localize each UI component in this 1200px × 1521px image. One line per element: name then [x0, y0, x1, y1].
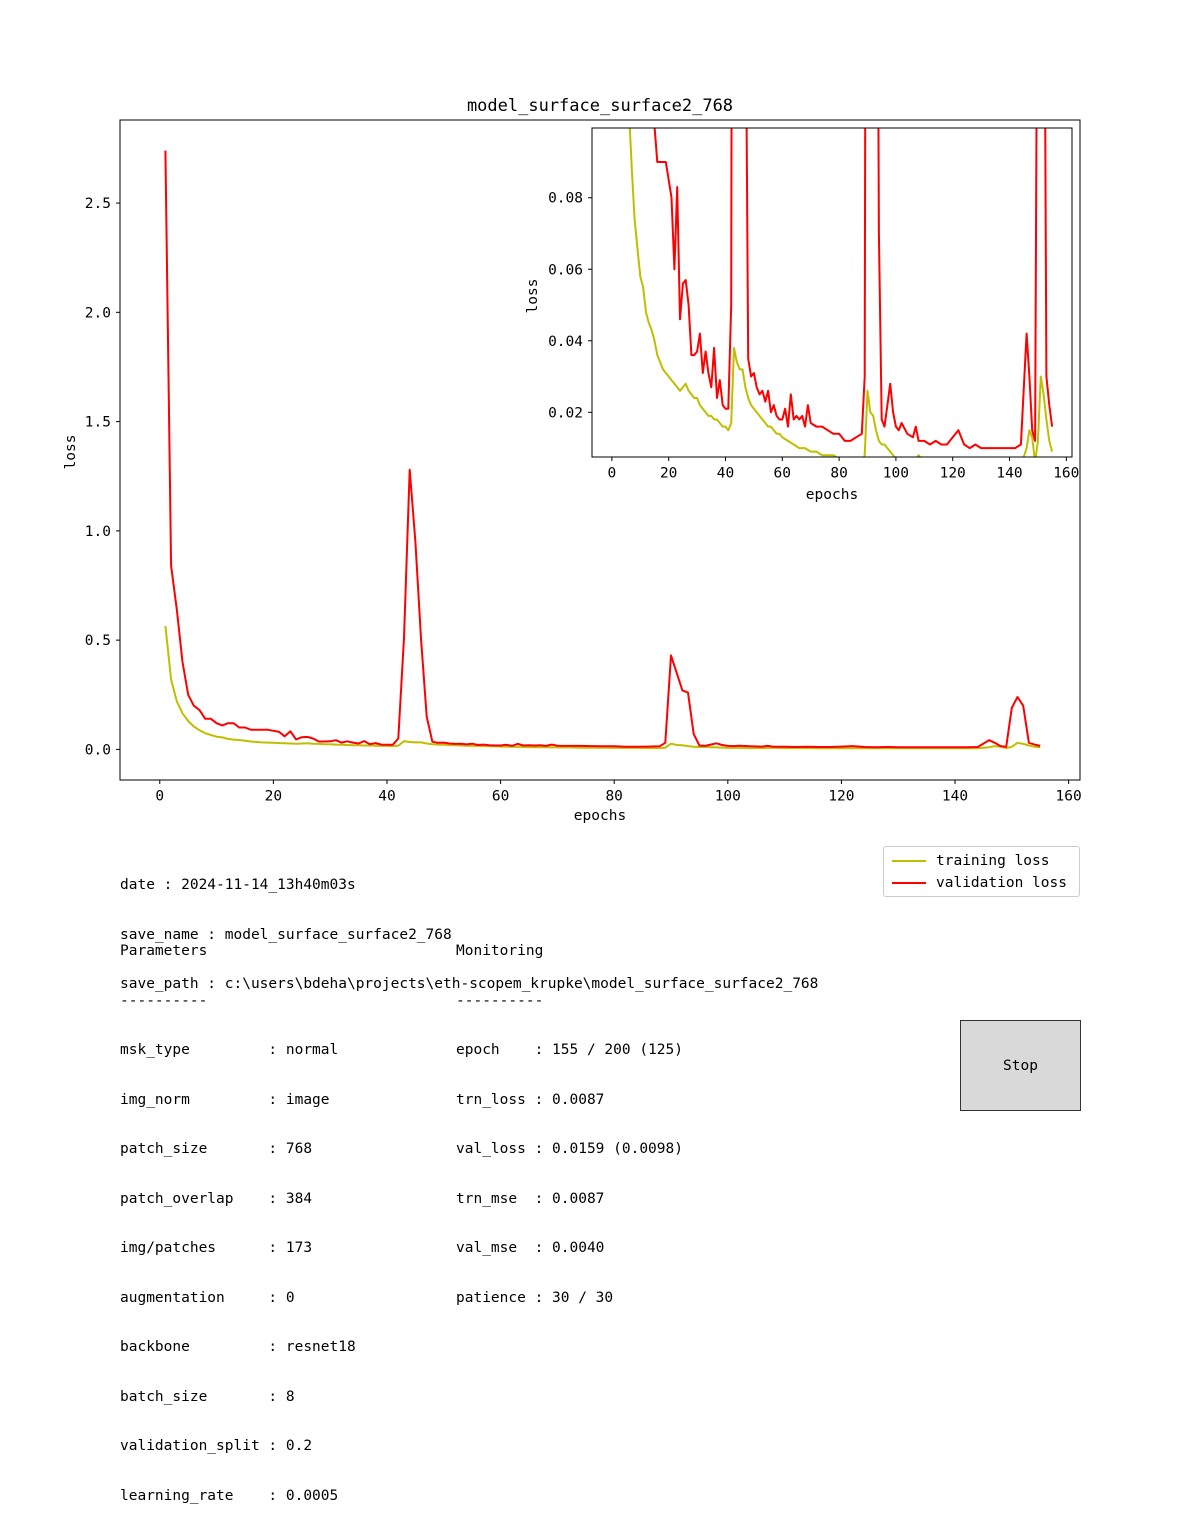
parameters-heading: Parameters [120, 943, 208, 959]
monitor-line: trn_mse : 0.0087 [456, 1190, 605, 1207]
main-y-tick-label: 0.0 [85, 742, 111, 758]
main-x-axis-label: epochs [574, 808, 626, 824]
main-x-tick-label: 100 [715, 789, 741, 805]
inset-y-axis-label: loss [525, 279, 541, 314]
monitoring-rule: ---------- [456, 992, 544, 1009]
inset-validation-loss-line [653, 128, 1054, 450]
inset-x-tick-label: 120 [940, 466, 966, 482]
inset-y-tick-label: 0.02 [548, 405, 583, 421]
main-x-tick-label: 160 [1056, 789, 1082, 805]
parameters-panel: Parameters ---------- msk_type : normal … [120, 910, 356, 1521]
main-y-tick-label: 2.0 [85, 305, 111, 321]
run-info: date : 2024-11-14_13h40m03s save_name : … [120, 844, 818, 1009]
inset-x-tick-label: 140 [996, 466, 1022, 482]
monitor-line: patience : 30 / 30 [456, 1289, 614, 1306]
inset-x-tick-label: 100 [883, 466, 909, 482]
loss-chart: model_surface_surface2_768 0 20 40 60 80 100 1… [63, 96, 1082, 824]
stop-button[interactable]: Stop [960, 1020, 1081, 1111]
monitor-line: epoch : 155 / 200 (125) [456, 1042, 683, 1058]
param-line: validation_split : 0.2 [120, 1438, 313, 1454]
inset-y-tick-label: 0.08 [548, 191, 583, 207]
inset-frame [591, 127, 1073, 458]
main-x-tick-label: 0 [155, 789, 164, 805]
inset-y-tick-label: 0.06 [548, 262, 583, 278]
param-line: augmentation : 0 [120, 1289, 295, 1306]
main-frame [119, 119, 1081, 781]
validation-line-swatch [892, 882, 926, 884]
inset-x-tick-label: 20 [660, 466, 677, 482]
legend-label-validation: validation loss [936, 875, 1067, 891]
main-x-tick-label: 140 [942, 789, 968, 805]
inset-x-tick-label: 80 [830, 466, 847, 482]
param-line: patch_size : 768 [120, 1141, 313, 1157]
monitoring-heading: Monitoring [456, 943, 544, 959]
main-y-tick-label: 2.5 [85, 196, 111, 212]
info-date: date : 2024-11-14_13h40m03s [120, 877, 356, 893]
main-x-tick-label: 40 [378, 789, 395, 805]
inset-y-tick-label: 0.04 [548, 334, 583, 350]
legend-item-training: training loss [892, 851, 1050, 871]
inset-x-tick-label: 0 [608, 466, 617, 482]
main-x-tick-label: 20 [265, 789, 282, 805]
chart-title: model_surface_surface2_768 [467, 96, 733, 116]
legend-item-validation: validation loss [892, 873, 1067, 893]
param-line: learning_rate : 0.0005 [120, 1487, 339, 1504]
param-line: img/patches : 173 [120, 1240, 313, 1256]
main-y-tick-label: 1.0 [85, 524, 111, 540]
monitor-line: val_loss : 0.0159 (0.0098) [456, 1141, 683, 1157]
info-save-path: save_path : c:\users\bdeha\projects\eth-… [120, 976, 819, 992]
param-line: backbone : resnet18 [120, 1339, 356, 1355]
main-y-tick-label: 1.5 [85, 415, 111, 431]
main-validation-loss-line [164, 150, 1041, 749]
param-line: patch_overlap : 384 [120, 1190, 313, 1207]
main-x-tick-label: 120 [828, 789, 854, 805]
chart-legend: training loss validation loss [883, 846, 1080, 897]
main-x-tick-label: 60 [492, 789, 509, 805]
monitoring-panel: Monitoring ---------- epoch : 155 / 200 … [456, 910, 683, 1323]
inset-plot-area [592, 128, 1072, 457]
inset-x-tick-label: 40 [717, 466, 734, 482]
monitor-line: trn_loss : 0.0087 [456, 1091, 605, 1108]
parameters-rule: ---------- [120, 992, 208, 1009]
main-x-tick-label: 80 [605, 789, 622, 805]
param-line: msk_type : normal [120, 1042, 339, 1058]
inset-x-tick-label: 60 [774, 466, 791, 482]
main-y-axis-label: loss [63, 435, 79, 470]
legend-label-training: training loss [936, 853, 1050, 869]
training-line-swatch [892, 860, 926, 862]
inset-training-loss-line [628, 128, 1054, 457]
inset-plot: 0 20 40 60 80 100 120 140 160 0.02 0.04 0.06 0.08 [548, 127, 1079, 482]
inset-x-tick-label: 160 [1053, 466, 1079, 482]
param-line: img_norm : image [120, 1091, 330, 1108]
info-save-name: save_name : model_surface_surface2_768 [120, 926, 452, 943]
monitor-line: val_mse : 0.0040 [456, 1240, 605, 1256]
param-line: batch_size : 8 [120, 1388, 295, 1405]
inset-x-axis-label: epochs [806, 487, 858, 503]
main-y-tick-label: 0.5 [85, 633, 111, 649]
